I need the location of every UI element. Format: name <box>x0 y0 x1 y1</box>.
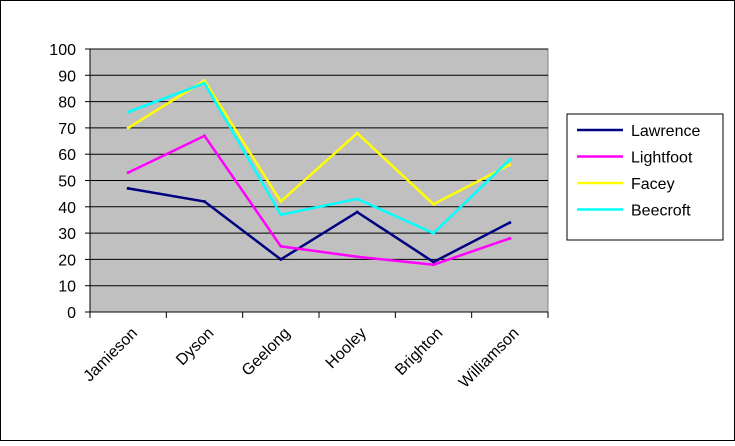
legend: Lawrence Lightfoot Facey Beecroft <box>566 113 724 241</box>
data-point-lightfoot <box>355 255 359 259</box>
data-point-facey <box>279 200 283 204</box>
data-point-facey <box>203 79 206 83</box>
y-tick-label: 40 <box>58 200 76 217</box>
data-point-lightfoot <box>279 244 283 248</box>
data-point-lightfoot <box>126 171 130 175</box>
data-point-lightfoot <box>203 134 206 138</box>
data-point-beecroft <box>355 197 359 201</box>
y-tick-label: 20 <box>58 252 76 269</box>
data-point-lawrence <box>508 221 512 225</box>
y-tick-label: 30 <box>58 226 76 243</box>
series-line-lawrence <box>127 187 511 264</box>
data-point-facey <box>508 163 512 167</box>
legend-label-lawrence: Lawrence <box>631 123 700 140</box>
data-point-facey <box>355 131 359 135</box>
y-tick-label: 90 <box>58 68 76 85</box>
y-tick-label: 60 <box>58 147 76 164</box>
data-point-beecroft <box>126 110 130 114</box>
data-point-facey <box>126 126 130 130</box>
data-point-beecroft <box>279 213 283 217</box>
data-point-lawrence <box>355 210 359 214</box>
data-point-beecroft <box>508 157 512 161</box>
y-tick-label: 10 <box>58 279 76 296</box>
y-tick-label: 50 <box>58 174 76 191</box>
data-point-lightfoot <box>508 236 512 240</box>
data-point-lightfoot <box>432 263 435 267</box>
y-tick-label: 100 <box>49 42 76 59</box>
data-point-beecroft <box>432 231 435 235</box>
legend-label-facey: Facey <box>631 176 675 193</box>
series-lines <box>126 78 512 267</box>
y-tick-label: 70 <box>58 121 76 138</box>
data-point-facey <box>432 202 435 206</box>
data-point-beecroft <box>203 81 206 85</box>
data-point-lawrence <box>279 257 283 261</box>
y-axis: 0 10 20 30 40 50 60 70 80 90 100 <box>49 42 91 322</box>
legend-label-beecroft: Beecroft <box>631 203 691 220</box>
y-tick-label: 0 <box>67 305 76 322</box>
series-line-beecroft <box>127 81 511 235</box>
series-line-lightfoot <box>127 134 511 266</box>
y-tick-label: 80 <box>58 95 76 112</box>
legend-label-lightfoot: Lightfoot <box>631 150 693 167</box>
legend-box <box>566 113 724 241</box>
data-point-lawrence <box>126 186 130 190</box>
data-point-lawrence <box>203 200 206 204</box>
data-point-lawrence <box>432 260 435 264</box>
